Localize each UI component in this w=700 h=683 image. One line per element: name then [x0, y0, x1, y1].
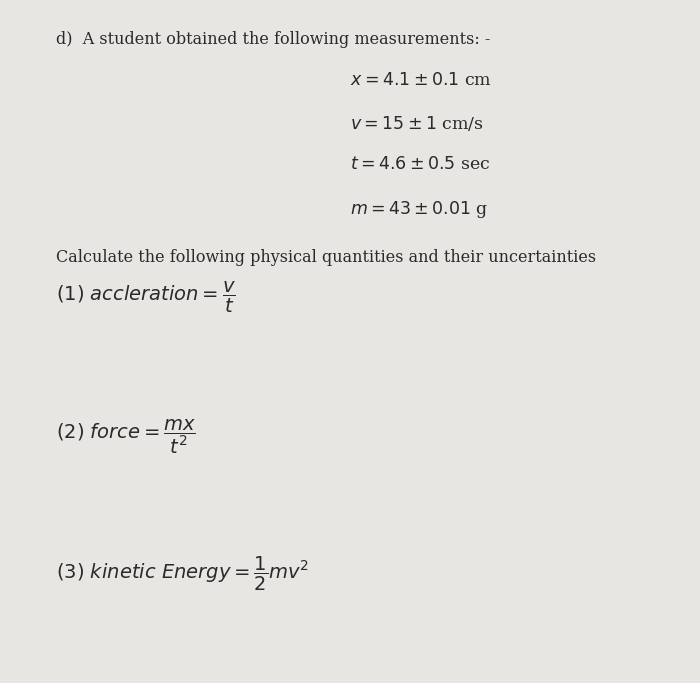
Text: $t = 4.6 \pm 0.5$ sec: $t = 4.6 \pm 0.5$ sec [350, 156, 491, 173]
Text: $m = 43 \pm 0.01$ g: $m = 43 \pm 0.01$ g [350, 199, 489, 220]
Text: $x = 4.1 \pm 0.1$ cm: $x = 4.1 \pm 0.1$ cm [350, 72, 492, 89]
Text: $v = 15 \pm 1$ cm/s: $v = 15 \pm 1$ cm/s [350, 114, 484, 133]
Text: $(1)\ \mathit{accleration} = \dfrac{v}{t}$: $(1)\ \mathit{accleration} = \dfrac{v}{t… [56, 279, 236, 315]
Text: $(3)\ \mathit{kinetic\ Energy} = \dfrac{1}{2}mv^2$: $(3)\ \mathit{kinetic\ Energy} = \dfrac{… [56, 555, 309, 593]
Text: d)  A student obtained the following measurements: -: d) A student obtained the following meas… [56, 31, 491, 48]
Text: $(2)\ \mathit{force} = \dfrac{mx}{t^2}$: $(2)\ \mathit{force} = \dfrac{mx}{t^2}$ [56, 418, 196, 456]
Text: Calculate the following physical quantities and their uncertainties: Calculate the following physical quantit… [56, 249, 596, 266]
